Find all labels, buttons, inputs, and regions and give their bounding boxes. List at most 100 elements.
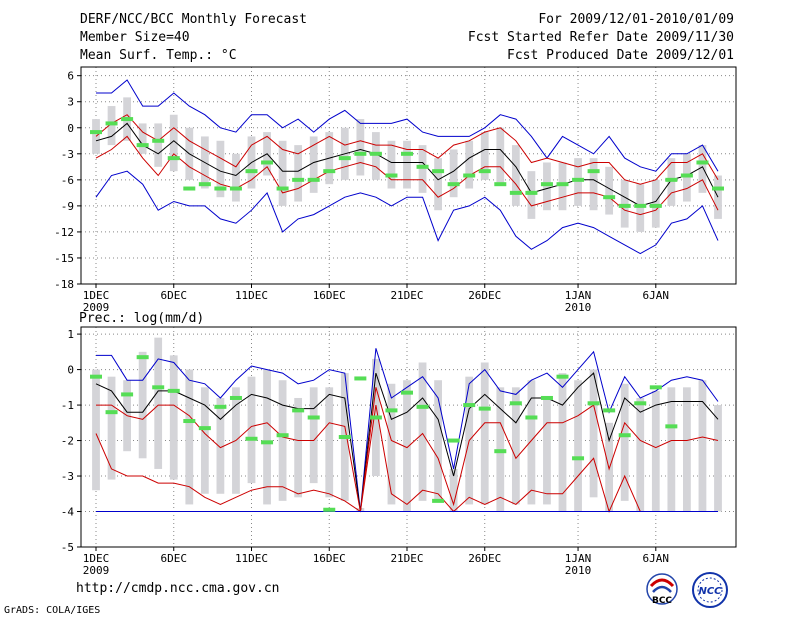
temp-spread-box <box>232 153 240 202</box>
temp-xtick-label: 1DEC <box>83 289 110 302</box>
prec-observed-marker <box>276 433 289 438</box>
temp-observed-marker <box>680 173 693 178</box>
prec-xtick-label: 6DEC <box>161 552 188 565</box>
prec-observed-marker <box>198 426 211 431</box>
prec-observed-marker <box>401 390 413 395</box>
prec-xtick-label: 11DEC <box>235 552 268 565</box>
temp-observed-marker <box>478 169 491 174</box>
temp-spread-box <box>216 140 225 198</box>
temp-observed-marker <box>463 173 476 178</box>
temp-spread-box <box>107 106 116 146</box>
prec-spread-box <box>480 362 489 505</box>
prec-spread-box <box>200 387 209 494</box>
temp-observed-marker <box>525 190 538 195</box>
source-url[interactable]: http://cmdp.ncc.cma.gov.cn <box>76 581 280 596</box>
temp-spread-box <box>356 119 365 176</box>
prec-xtick-year: 2009 <box>83 564 110 577</box>
bcc-logo: BCC <box>642 572 682 610</box>
temp-observed-marker <box>245 169 258 174</box>
temp-xtick-year: 2009 <box>83 301 110 314</box>
prec-observed-marker <box>323 507 336 512</box>
temp-observed-marker <box>509 190 522 195</box>
prec-observed-marker <box>572 456 585 461</box>
temp-spread-box <box>418 145 427 193</box>
temp-observed-marker <box>649 203 662 208</box>
prec-observed-marker <box>307 415 320 420</box>
temp-spread-box <box>480 132 489 180</box>
temp-ytick-label: -6 <box>61 174 74 187</box>
prec-observed-marker <box>509 401 522 406</box>
prec-observed-marker <box>90 374 102 379</box>
temp-observed-marker <box>603 195 616 200</box>
temp-observed-marker <box>401 151 413 156</box>
temp-spread-box <box>403 140 411 189</box>
temp-observed-marker <box>198 182 211 187</box>
temp-ytick-label: 6 <box>67 70 74 83</box>
temp-observed-marker <box>416 164 429 169</box>
temp-spread-box <box>138 123 147 154</box>
temp-observed-marker <box>354 151 367 156</box>
prec-spread-box <box>683 387 691 512</box>
prec-spread-box <box>92 369 100 491</box>
prec-observed-marker <box>665 424 678 429</box>
temp-series-max <box>96 79 719 172</box>
temp-spread-box <box>558 162 567 211</box>
prec-spread-box <box>511 387 520 505</box>
prec-spread-box <box>620 383 629 501</box>
temp-xtick-year: 2010 <box>565 301 592 314</box>
prec-observed-marker <box>338 435 351 439</box>
temp-xtick-label: 26DEC <box>468 289 501 302</box>
temp-spread-box <box>465 140 474 189</box>
temp-xtick-label: 16DEC <box>313 289 346 302</box>
temp-observed-marker <box>136 143 149 148</box>
temp-spread-box <box>651 179 660 228</box>
temp-spread-box <box>636 184 645 232</box>
prec-spread-box <box>263 369 271 505</box>
prec-observed-marker <box>525 415 538 420</box>
prec-spread-box <box>247 376 256 484</box>
svg-text:BCC: BCC <box>652 596 672 606</box>
temp-observed-marker <box>229 186 242 191</box>
temp-ytick-label: 3 <box>67 96 74 109</box>
prec-plot-frame <box>80 326 737 548</box>
temp-observed-marker <box>385 173 398 178</box>
variable-label: Mean Surf. Temp.: °C <box>80 48 237 63</box>
prec-observed-marker <box>478 406 491 411</box>
forecast-period: For 2009/12/01-2010/01/09 <box>538 12 734 27</box>
prec-observed-marker <box>167 388 180 393</box>
temp-ytick-label: -12 <box>54 226 74 239</box>
temp-spread-box <box>294 145 303 202</box>
prec-spread-box <box>138 351 147 459</box>
prec-ytick-label: -1 <box>61 399 74 412</box>
temp-spread-box <box>449 149 458 198</box>
prec-observed-marker <box>369 415 382 420</box>
temp-xtick-label: 6DEC <box>161 289 188 302</box>
prec-spread-box <box>387 383 396 505</box>
temp-spread-box <box>169 114 178 172</box>
temp-spread-box <box>574 158 582 206</box>
temp-spread-box <box>387 140 396 189</box>
prec-observed-marker <box>214 404 227 409</box>
prec-series-mean <box>95 372 719 512</box>
prec-xtick-year: 2010 <box>565 564 592 577</box>
prec-spread-box <box>278 380 287 501</box>
temp-spread-box <box>543 162 551 211</box>
prec-observed-marker <box>556 374 569 379</box>
prec-spread-box <box>434 380 442 501</box>
temp-spread-box <box>589 158 598 211</box>
member-size-label: Member Size=40 <box>80 30 190 45</box>
temp-spread-box <box>698 145 707 193</box>
prec-spread-box <box>667 387 676 512</box>
prec-observed-marker <box>540 395 553 400</box>
prec-observed-marker <box>649 385 662 390</box>
temp-observed-marker <box>307 177 320 182</box>
prec-observed-marker <box>292 408 305 413</box>
forecast-produced-date: Fcst Produced Date 2009/12/01 <box>507 48 734 63</box>
prec-observed-marker <box>121 392 134 397</box>
prec-observed-marker <box>136 355 149 360</box>
prec-observed-marker <box>587 401 600 406</box>
ncc-logo: NCC <box>688 572 732 610</box>
temp-observed-marker <box>634 203 647 208</box>
temp-observed-marker <box>105 121 118 126</box>
